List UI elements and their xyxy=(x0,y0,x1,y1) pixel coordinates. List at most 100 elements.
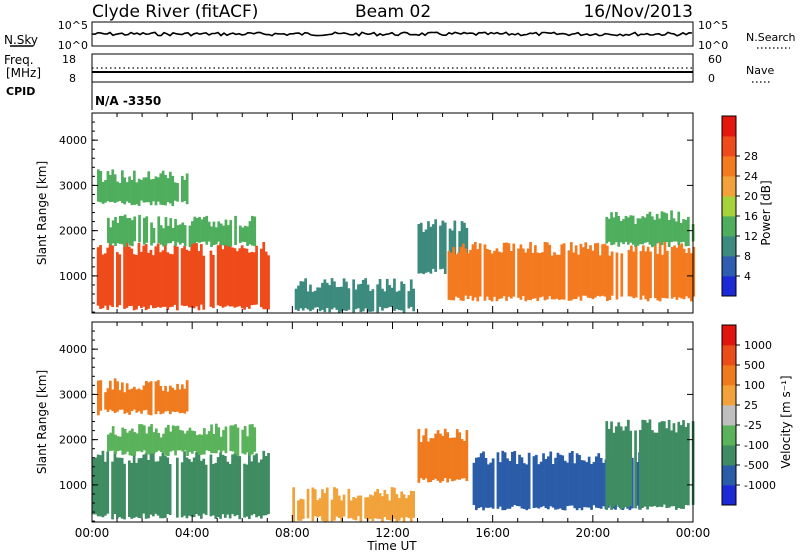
data-cell xyxy=(672,218,676,242)
data-cell xyxy=(210,226,213,247)
y-tick-label: 2000 xyxy=(59,225,87,238)
data-cell xyxy=(142,245,146,307)
data-cell xyxy=(212,221,216,245)
data-cell xyxy=(193,431,197,451)
data-cell xyxy=(646,246,650,302)
data-cell xyxy=(685,253,688,297)
data-cell xyxy=(137,243,141,306)
data-cell xyxy=(214,462,218,519)
data-cell xyxy=(536,252,540,301)
data-cell xyxy=(204,464,208,515)
data-cell xyxy=(677,421,681,508)
data-cell xyxy=(563,460,567,511)
data-cell xyxy=(161,390,165,414)
data-cell xyxy=(111,169,115,202)
data-cell xyxy=(128,460,131,517)
data-cell xyxy=(347,288,351,310)
data-cell xyxy=(142,454,146,514)
data-cell xyxy=(123,429,127,455)
data-cell xyxy=(190,241,194,308)
data-cell xyxy=(260,248,263,308)
data-cell xyxy=(233,248,237,308)
data-cell xyxy=(185,380,189,412)
data-cell xyxy=(549,451,553,507)
data-cell xyxy=(680,243,684,299)
data-cell xyxy=(342,494,346,517)
data-cell xyxy=(493,250,496,297)
data-cell xyxy=(197,451,201,516)
data-cell xyxy=(174,219,177,247)
data-cell xyxy=(294,288,298,310)
data-cell xyxy=(673,245,676,297)
data-cell xyxy=(684,219,688,247)
data-cell xyxy=(605,421,609,510)
data-cell xyxy=(558,254,561,300)
data-cell xyxy=(99,455,102,517)
time-tick-label: 20:00 xyxy=(576,526,611,540)
power-colorbar: 4 8 12 16 20 24 28 xyxy=(721,115,758,297)
data-region-3 xyxy=(97,169,189,207)
data-cell xyxy=(224,455,227,518)
data-cell xyxy=(119,436,122,451)
data-cell xyxy=(330,499,334,522)
data-cell xyxy=(116,222,120,244)
data-cell xyxy=(660,421,664,507)
data-cell xyxy=(532,456,536,508)
data-cell xyxy=(253,427,257,452)
data-cell xyxy=(161,170,165,206)
y-tick-label: 4000 xyxy=(59,343,87,356)
data-cell xyxy=(143,217,146,245)
data-cell xyxy=(171,175,175,207)
data-cell xyxy=(395,291,399,310)
data-cell xyxy=(140,458,143,519)
data-cell xyxy=(154,176,158,206)
data-cell xyxy=(104,461,107,516)
data-cell xyxy=(123,243,126,309)
data-cell xyxy=(550,255,554,300)
data-cell xyxy=(147,460,150,519)
data-cell xyxy=(241,227,245,242)
data-cell xyxy=(658,422,661,507)
data-cell xyxy=(145,433,149,455)
colorbar-tick-label: 24 xyxy=(744,170,758,183)
data-cell xyxy=(385,494,389,520)
colorbar-tick-label: 4 xyxy=(744,270,751,283)
data-cell xyxy=(424,428,428,479)
data-cell xyxy=(381,496,384,522)
data-cell xyxy=(126,218,129,243)
data-cell xyxy=(462,243,465,301)
data-cell xyxy=(157,177,160,202)
data-cell xyxy=(219,436,223,453)
data-cell xyxy=(349,500,353,518)
data-cell xyxy=(340,286,343,312)
colorbar-swatch xyxy=(722,216,736,237)
data-cell xyxy=(152,179,155,202)
data-cell xyxy=(526,248,530,300)
data-cell xyxy=(113,174,117,203)
data-cell xyxy=(176,225,180,243)
nsky-label: N.Sky xyxy=(4,33,38,47)
colorbar-swatch xyxy=(722,156,736,177)
data-cell xyxy=(434,219,437,272)
data-cell xyxy=(311,487,315,522)
data-cell xyxy=(306,291,310,310)
data-cell xyxy=(605,216,609,244)
data-cell xyxy=(678,244,681,298)
data-cell xyxy=(641,419,645,508)
y-tick-label: 1000 xyxy=(59,270,87,283)
data-cell xyxy=(109,174,112,203)
data-cell xyxy=(537,464,541,509)
data-cell xyxy=(99,245,102,309)
data-cell xyxy=(212,434,216,454)
data-cell xyxy=(594,243,597,298)
data-cell xyxy=(176,246,179,311)
data-cell xyxy=(147,171,151,203)
data-cell xyxy=(157,380,160,412)
data-cell xyxy=(469,250,472,296)
data-cell xyxy=(192,457,196,518)
data-cell xyxy=(106,247,110,310)
data-cell xyxy=(583,460,586,508)
data-cell xyxy=(173,245,177,305)
data-cell xyxy=(164,385,167,412)
